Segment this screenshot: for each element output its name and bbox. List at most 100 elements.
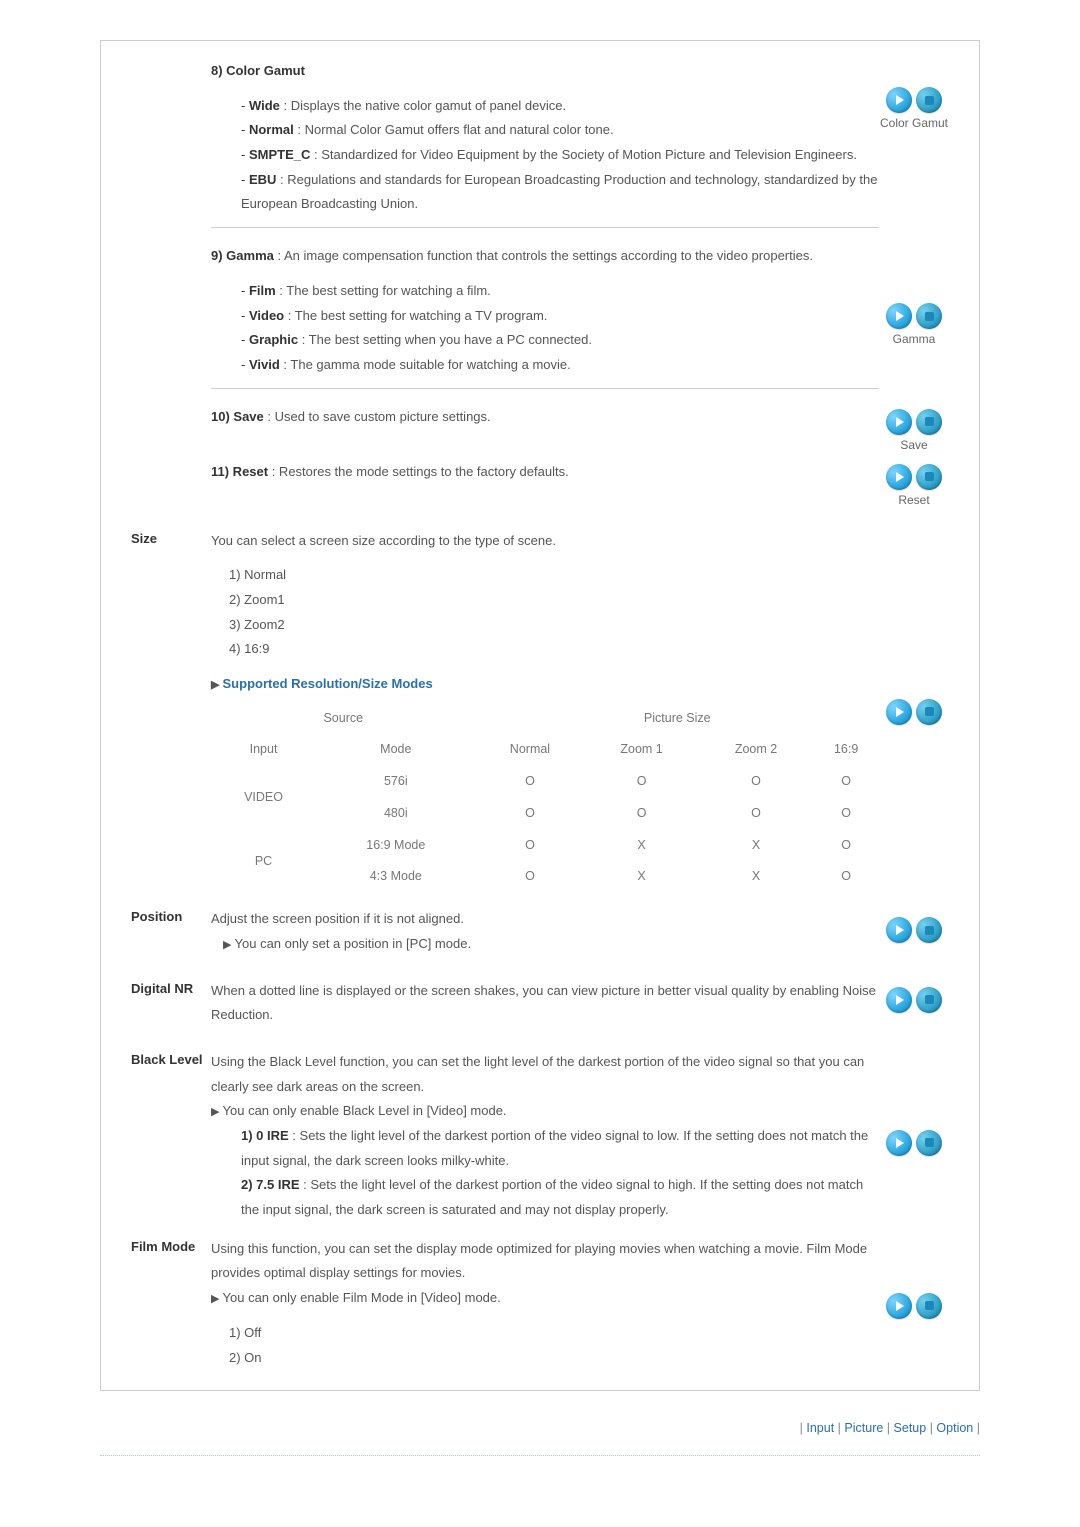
size-table: Source Picture Size Input Mode Normal Zo…	[211, 703, 879, 894]
td-mode: 4:3 Mode	[316, 861, 476, 893]
td-val: O	[813, 830, 879, 862]
content-gamma: 9) Gamma : An image compensation functio…	[211, 217, 879, 404]
divider	[211, 227, 879, 228]
cg-desc-wide: : Displays the native color gamut of pan…	[280, 98, 566, 113]
gamma-desc: : An image compensation function that co…	[274, 248, 813, 263]
th-zoom2: Zoom 2	[699, 734, 813, 766]
icon-pair-reset	[879, 464, 949, 490]
size-table-title: Supported Resolution/Size Modes	[211, 672, 879, 697]
play-icon[interactable]	[886, 987, 912, 1013]
size-opt-4: 4) 16:9	[229, 637, 879, 662]
footer-link-picture[interactable]: Picture	[844, 1421, 883, 1435]
cg-term-ebu: EBU	[249, 172, 276, 187]
cg-item-normal: Normal : Normal Color Gamut offers flat …	[241, 118, 879, 143]
td-val: X	[584, 830, 698, 862]
th-picture-size: Picture Size	[476, 703, 879, 735]
td-val: X	[584, 861, 698, 893]
table-header-row-1: Source Picture Size	[211, 703, 879, 735]
film-mode-note: You can only enable Film Mode in [Video]…	[211, 1286, 879, 1311]
td-input-pc: PC	[211, 830, 316, 894]
size-opt-3: 3) Zoom2	[229, 613, 879, 638]
table-header-row-2: Input Mode Normal Zoom 1 Zoom 2 16:9	[211, 734, 879, 766]
th-input: Input	[211, 734, 316, 766]
section-film-mode: Film Mode Using this function, you can s…	[131, 1237, 949, 1370]
stop-icon[interactable]	[916, 87, 942, 113]
section-reset: 11) Reset : Restores the mode settings t…	[131, 460, 949, 507]
footer-link-input[interactable]: Input	[806, 1421, 834, 1435]
icon-pair-gamma	[879, 303, 949, 329]
table-row: VIDEO 576i O O O O	[211, 766, 879, 798]
section-save: 10) Save : Used to save custom picture s…	[131, 405, 949, 452]
size-opt-1: 1) Normal	[229, 563, 879, 588]
stop-icon[interactable]	[916, 1130, 942, 1156]
label-digital-nr: Digital NR	[131, 979, 211, 996]
play-icon[interactable]	[886, 1293, 912, 1319]
icon-pair-black-level	[879, 1130, 949, 1156]
stop-icon[interactable]	[916, 303, 942, 329]
icon-area-black-level	[879, 1050, 949, 1159]
divider	[211, 388, 879, 389]
page: 8) Color Gamut Wide : Displays the nativ…	[0, 40, 1080, 1456]
icon-label-color-gamut: Color Gamut	[879, 116, 949, 130]
footer-sep: |	[887, 1421, 894, 1435]
td-val: X	[699, 861, 813, 893]
play-icon[interactable]	[886, 87, 912, 113]
play-icon[interactable]	[886, 409, 912, 435]
black-level-note: You can only enable Black Level in [Vide…	[211, 1099, 879, 1124]
stop-icon[interactable]	[916, 1293, 942, 1319]
label-film-mode: Film Mode	[131, 1237, 211, 1254]
footer-link-setup[interactable]: Setup	[894, 1421, 927, 1435]
stop-icon[interactable]	[916, 409, 942, 435]
bl-opt-1: 1) 0 IRE : Sets the light level of the d…	[241, 1124, 879, 1173]
section-black-level: Black Level Using the Black Level functi…	[131, 1050, 949, 1223]
gamma-term: 9) Gamma	[211, 248, 274, 263]
heading-gamma: 9) Gamma : An image compensation functio…	[211, 244, 879, 269]
gamma-item-vivid: Vivid : The gamma mode suitable for watc…	[241, 353, 879, 378]
bl-opt-2: 2) 7.5 IRE : Sets the light level of the…	[241, 1173, 879, 1222]
footer-sep: |	[977, 1421, 980, 1435]
icon-pair-color-gamut	[879, 87, 949, 113]
black-level-intro: Using the Black Level function, you can …	[211, 1050, 879, 1099]
icon-pair-save	[879, 409, 949, 435]
play-icon[interactable]	[886, 917, 912, 943]
th-source: Source	[211, 703, 476, 735]
film-mode-opt-2: 2) On	[229, 1346, 879, 1371]
position-line1: Adjust the screen position if it is not …	[211, 907, 879, 932]
content-color-gamut: 8) Color Gamut Wide : Displays the nativ…	[211, 41, 879, 217]
stop-icon[interactable]	[916, 699, 942, 725]
stop-icon[interactable]	[916, 917, 942, 943]
icon-pair-film-mode	[879, 1293, 949, 1319]
th-zoom1: Zoom 1	[584, 734, 698, 766]
td-val: O	[699, 798, 813, 830]
icon-area-size	[879, 529, 949, 728]
film-mode-opt-1: 1) Off	[229, 1321, 879, 1346]
icon-area-digital-nr	[879, 979, 949, 1016]
icon-label-reset: Reset	[879, 493, 949, 507]
content-size: You can select a screen size according t…	[211, 529, 879, 894]
td-val: O	[699, 766, 813, 798]
section-color-gamut: 8) Color Gamut Wide : Displays the nativ…	[131, 41, 949, 217]
digital-nr-desc: When a dotted line is displayed or the s…	[211, 979, 879, 1028]
section-position: Position Adjust the screen position if i…	[131, 907, 949, 956]
play-icon[interactable]	[886, 464, 912, 490]
td-val: O	[476, 830, 585, 862]
heading-save: 10) Save : Used to save custom picture s…	[211, 405, 879, 430]
icon-label-save: Save	[879, 438, 949, 452]
th-169: 16:9	[813, 734, 879, 766]
label-size: Size	[131, 529, 211, 546]
play-icon[interactable]	[886, 303, 912, 329]
icon-area-reset: Reset	[879, 460, 949, 507]
footer-link-option[interactable]: Option	[936, 1421, 973, 1435]
play-icon[interactable]	[886, 699, 912, 725]
td-val: O	[476, 861, 585, 893]
td-mode: 480i	[316, 798, 476, 830]
table-row: PC 16:9 Mode O X X O	[211, 830, 879, 862]
cg-term-smpte: SMPTE_C	[249, 147, 310, 162]
stop-icon[interactable]	[916, 987, 942, 1013]
icon-area-color-gamut: Color Gamut	[879, 41, 949, 130]
stop-icon[interactable]	[916, 464, 942, 490]
play-icon[interactable]	[886, 1130, 912, 1156]
icon-pair-size	[879, 699, 949, 725]
cg-desc-normal: : Normal Color Gamut offers flat and nat…	[294, 122, 614, 137]
section-digital-nr: Digital NR When a dotted line is display…	[131, 979, 949, 1028]
